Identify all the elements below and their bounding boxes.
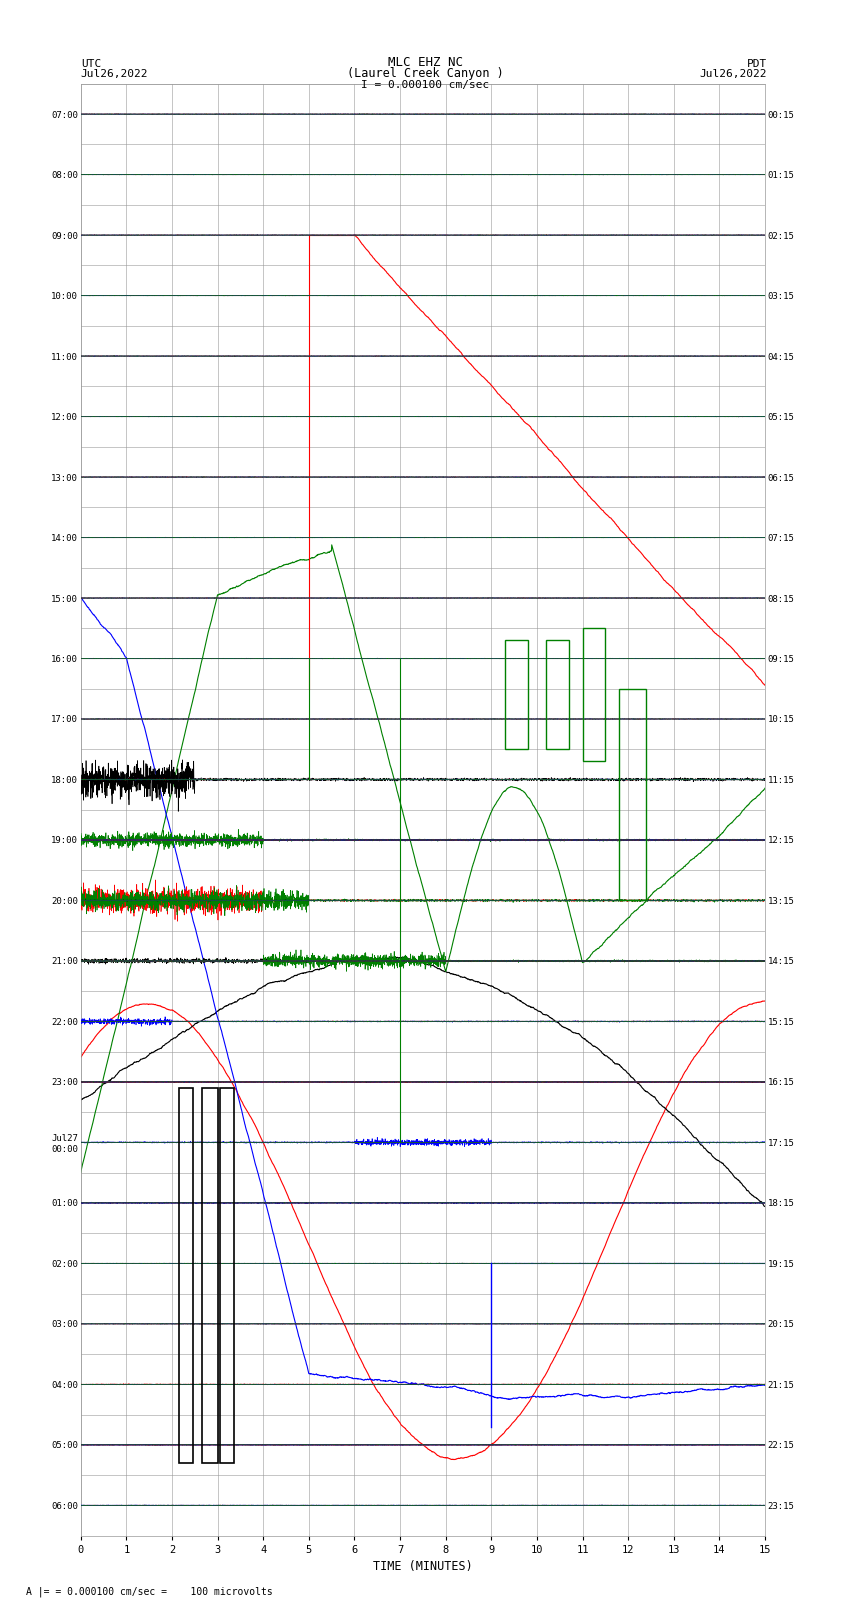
Bar <box>505 640 528 748</box>
X-axis label: TIME (MINUTES): TIME (MINUTES) <box>373 1560 473 1573</box>
Text: I = 0.000100 cm/sec: I = 0.000100 cm/sec <box>361 81 489 90</box>
Text: MLC EHZ NC: MLC EHZ NC <box>388 55 462 69</box>
Bar <box>619 689 646 900</box>
Text: PDT: PDT <box>746 58 767 69</box>
Text: (Laurel Creek Canyon ): (Laurel Creek Canyon ) <box>347 66 503 79</box>
Bar <box>178 1087 192 1463</box>
Text: UTC: UTC <box>81 58 101 69</box>
Text: Jul26,2022: Jul26,2022 <box>81 69 148 79</box>
Bar <box>582 629 605 761</box>
Bar <box>220 1087 234 1463</box>
Text: Jul26,2022: Jul26,2022 <box>700 69 767 79</box>
Bar <box>201 1087 218 1463</box>
Text: A |= = 0.000100 cm/sec =    100 microvolts: A |= = 0.000100 cm/sec = 100 microvolts <box>26 1586 272 1597</box>
Bar <box>546 640 569 748</box>
